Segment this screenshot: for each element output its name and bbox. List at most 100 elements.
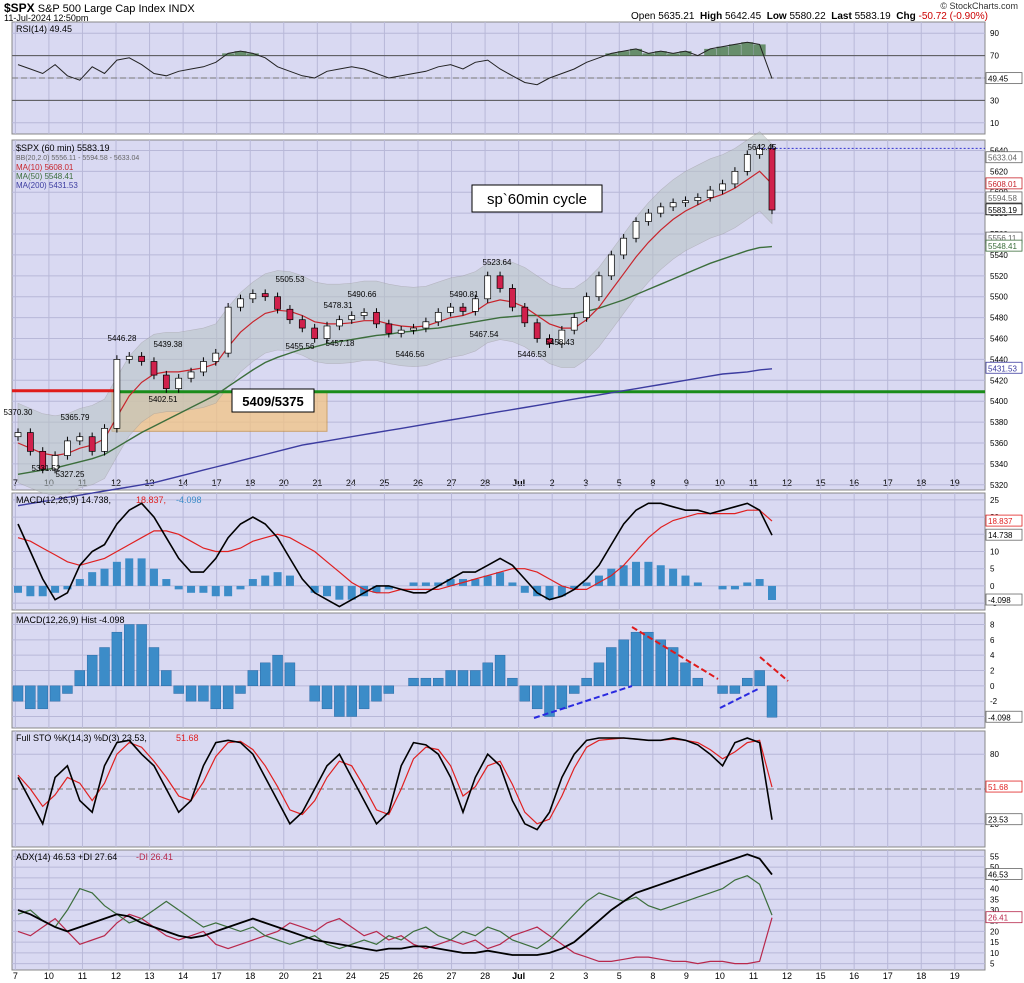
x-label-top: 18: [916, 478, 926, 488]
hist-bar: [222, 685, 234, 710]
x-label-top: 17: [883, 478, 893, 488]
hist-bar: [593, 662, 605, 687]
price-legend-ma50: MA(50) 5548.41: [16, 172, 74, 181]
macd-hist-bar: [51, 585, 60, 593]
adx-legend-a: ADX(14) 46.53 +DI 27.64: [16, 852, 117, 862]
x-label-top: 27: [447, 478, 457, 488]
chg-label: Chg: [896, 11, 916, 22]
macd-hist-bar: [149, 568, 158, 586]
x-label-bottom: 8: [650, 971, 655, 981]
hist-bar: [148, 647, 160, 687]
x-label-top: 8: [650, 478, 655, 488]
candle-body: [447, 306, 454, 313]
macd-hist-bar: [508, 582, 517, 586]
hist-bar: [210, 685, 221, 710]
x-label-bottom: 13: [145, 971, 155, 981]
tick-rsi: 30: [990, 96, 999, 105]
tick-price: 5620: [990, 167, 1008, 176]
macd-hist-bar: [768, 585, 776, 601]
annot-blue-trend-1: [533, 685, 633, 719]
x-label-top: Jul: [512, 478, 525, 488]
hist-bar: [111, 631, 123, 687]
price-label: 5370.30: [4, 408, 33, 417]
price-label: 5457.18: [326, 339, 355, 348]
low-label: Low: [766, 11, 787, 22]
macd-hist-bar: [125, 558, 134, 586]
macd-hist-bar: [236, 585, 245, 590]
candle-body: [39, 450, 47, 470]
candle-body: [200, 361, 207, 373]
hist-bar: [643, 631, 654, 687]
x-label-bottom: 16: [849, 971, 859, 981]
tick-adx: 30: [990, 906, 999, 915]
hist-legend: MACD(12,26,9) Hist -4.098: [16, 615, 125, 625]
macd-hist-bar: [248, 579, 257, 586]
hist-bar: [346, 685, 357, 717]
price-label: 5402.51: [149, 395, 178, 404]
candle-body: [694, 197, 702, 201]
hist-bar: [358, 685, 370, 710]
macd-hist-bar: [26, 585, 35, 597]
candle-body: [682, 200, 689, 204]
macd-hist-bar: [323, 585, 332, 597]
credit-text: © StockCharts.com: [940, 1, 1018, 11]
candle-body: [224, 306, 232, 354]
sto-legend-b: 51.68: [176, 733, 199, 743]
cycle-annotation: sp`60min cycle: [487, 191, 587, 208]
last-label: Last: [831, 11, 852, 22]
candle-body: [459, 306, 467, 312]
price-label: 5505.53: [276, 275, 305, 284]
macd-legend-a: MACD(12,26,9) 14.738,: [16, 495, 111, 505]
candle-body: [632, 221, 640, 239]
macd-hist-bar: [619, 565, 628, 586]
tick-hist: 8: [990, 621, 995, 630]
candle-body: [570, 317, 578, 331]
macd-legend-b: 18.837,: [136, 495, 166, 505]
rsi-overbought-fill: [246, 53, 259, 56]
candle-body: [546, 338, 553, 345]
tick-hist: 2: [990, 667, 995, 676]
candle-body: [187, 371, 195, 379]
candle-body: [51, 455, 59, 470]
candle-body: [249, 293, 257, 300]
hist-bar: [420, 677, 432, 687]
datetime: 11-Jul-2024 12:50pm: [4, 13, 89, 23]
price-label: 5365.79: [61, 413, 90, 422]
candle-body: [101, 428, 108, 452]
macd-hist-bar: [693, 582, 702, 586]
macd-hist-bar: [285, 575, 294, 586]
candle-body: [360, 312, 368, 316]
macd-tag-signal: 18.837: [988, 517, 1013, 526]
macd-hist-bar: [730, 585, 739, 590]
x-label-bottom: 11: [78, 971, 87, 981]
exchange: INDX: [168, 3, 195, 15]
candle-body: [434, 312, 442, 323]
macd-hist-bar: [162, 579, 171, 586]
price-tag-box: [985, 361, 1023, 374]
price-tag: 5583.19: [988, 206, 1017, 215]
macd-hist-bar: [199, 585, 208, 593]
x-label-bottom: 9: [684, 971, 689, 981]
rsi-overbought-fill: [222, 53, 235, 56]
macd-hist-bar: [520, 585, 529, 593]
macd-signal-line: [17, 509, 773, 594]
x-label-top: 12: [782, 478, 792, 488]
macd-hist-bar: [335, 585, 344, 600]
candle-body: [212, 352, 220, 362]
hist-bar: [49, 685, 61, 702]
candle-body: [558, 329, 566, 345]
hist-bar: [37, 685, 48, 710]
candle-body: [76, 436, 84, 442]
x-label-top: 9: [684, 478, 689, 488]
rsi-overbought-fill: [667, 53, 680, 56]
hist-bar: [371, 685, 382, 702]
tick-price: 5640: [990, 146, 1008, 155]
x-label-top: 12: [111, 478, 121, 488]
candle-body: [422, 321, 430, 329]
x-label-top: 15: [816, 478, 826, 488]
zone-label: 5409/5375: [242, 394, 303, 409]
hist-bar: [334, 685, 345, 717]
x-label-bottom: 12: [111, 971, 121, 981]
x-label-bottom: 17: [212, 971, 222, 981]
tick-rsi: 70: [990, 52, 999, 61]
